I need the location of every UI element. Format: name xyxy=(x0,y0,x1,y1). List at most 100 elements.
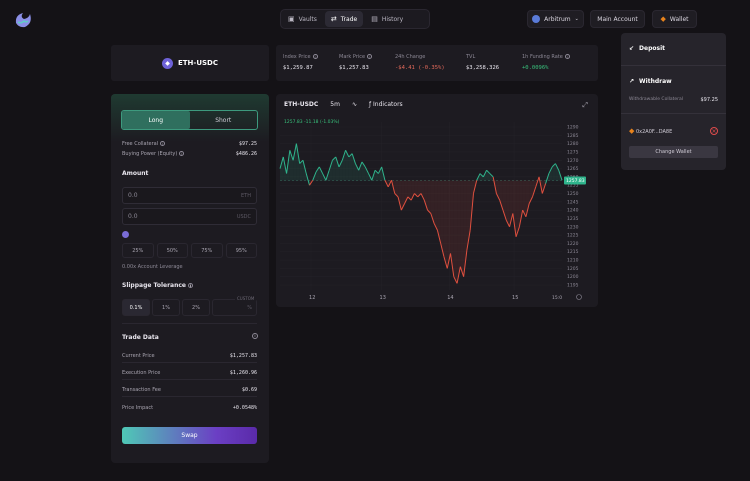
info-icon[interactable]: i xyxy=(187,283,193,288)
info-icon[interactable]: i xyxy=(312,54,318,59)
price-line-segment xyxy=(381,166,386,181)
price-line-segment xyxy=(440,243,445,257)
price-line-segment xyxy=(309,179,314,186)
x-tick-label: 13 xyxy=(380,295,386,301)
area-segment xyxy=(407,180,412,201)
amount-usdc-input[interactable]: 0.0 USDC xyxy=(122,208,257,225)
withdraw-icon: ↗ xyxy=(629,78,635,85)
percent-50-button[interactable]: 50% xyxy=(156,243,188,258)
price-line-segment xyxy=(450,253,455,277)
info-icon[interactable]: i xyxy=(367,54,373,59)
stat-label: TVL xyxy=(466,54,476,60)
tab-trade[interactable]: ⇄ Trade xyxy=(324,11,364,27)
price-line-segment xyxy=(486,169,491,174)
percent-25-button[interactable]: 25% xyxy=(122,243,154,258)
price-impact-value: +0.0548% xyxy=(232,405,257,411)
divider xyxy=(621,65,726,66)
stat-index-price: Index Price i $1,259.87 xyxy=(283,54,318,71)
market-selector[interactable]: ◆ ETH-USDC xyxy=(111,45,269,81)
price-line-segment xyxy=(541,183,547,194)
area-segment xyxy=(345,150,349,181)
account-button[interactable]: Main Account xyxy=(590,10,645,28)
area-segment xyxy=(411,180,415,201)
price-line-segment xyxy=(348,153,353,158)
info-icon[interactable]: i xyxy=(564,54,570,59)
slippage-1-button[interactable]: 1% xyxy=(152,299,180,316)
slippage-label: Slippage Tolerance xyxy=(122,282,186,289)
y-tick-label: 1215 xyxy=(567,249,579,255)
account-leverage: 0.00x Account Leverage xyxy=(122,264,183,270)
custom-unit: % xyxy=(247,304,252,311)
custom-slippage-input[interactable]: CUSTOM % xyxy=(212,296,257,316)
area-segment xyxy=(335,156,340,181)
area-segment xyxy=(480,173,484,181)
long-button[interactable]: Long xyxy=(122,111,190,129)
price-line-segment xyxy=(545,173,550,184)
withdraw-label: Withdraw xyxy=(639,78,672,85)
area-segment xyxy=(296,143,300,181)
short-button[interactable]: Short xyxy=(215,116,232,124)
info-icon[interactable]: i xyxy=(252,333,258,339)
fullscreen-icon[interactable]: ⤢ xyxy=(582,101,588,109)
withdraw-item[interactable]: ↗ Withdraw xyxy=(629,78,672,85)
price-line-segment xyxy=(292,143,297,161)
vault-icon: ▣ xyxy=(288,15,295,23)
y-tick-label: 1195 xyxy=(567,283,579,289)
percent-75-button[interactable]: 75% xyxy=(191,243,223,258)
area-segment xyxy=(522,180,526,217)
swap-button[interactable]: Swap xyxy=(122,427,257,444)
stat-label: Mark Price xyxy=(339,54,366,60)
info-icon[interactable]: i xyxy=(160,141,166,146)
info-icon[interactable]: i xyxy=(179,151,185,156)
price-line-segment xyxy=(332,156,337,161)
deposit-item[interactable]: ↙ Deposit xyxy=(629,45,665,52)
price-line-segment xyxy=(351,153,356,164)
withdrawable-value: $97.25 xyxy=(700,97,719,103)
price-line-segment xyxy=(400,203,406,211)
price-line-segment xyxy=(538,176,543,194)
indicators-button[interactable]: ƒ Indicators xyxy=(369,101,403,108)
tab-vaults[interactable]: ▣ Vaults xyxy=(282,11,323,27)
price-line-segment xyxy=(404,196,409,204)
percent-95-button[interactable]: 95% xyxy=(225,243,257,258)
y-tick-label: 1245 xyxy=(567,199,579,205)
app-logo[interactable] xyxy=(13,11,33,29)
chevron-down-icon: ⌄ xyxy=(574,16,579,22)
tab-history[interactable]: ▤ History xyxy=(365,11,409,27)
price-line-segment xyxy=(394,193,399,198)
amount-usdc-unit: USDC xyxy=(236,213,251,220)
wallet-dropdown: ↙ Deposit ↗ Withdraw Withdrawable Collater… xyxy=(621,33,726,170)
price-line-segment xyxy=(548,166,553,174)
area-segment xyxy=(502,180,507,221)
amount-eth-input[interactable]: 0.0 ETH xyxy=(122,187,257,204)
side-toggle: Long Short xyxy=(121,110,258,130)
price-line-segment xyxy=(443,256,448,269)
custom-label: CUSTOM xyxy=(235,296,257,301)
amount-eth-value: 0.0 xyxy=(128,192,138,199)
area-segment xyxy=(440,180,444,257)
price-line-segment xyxy=(325,170,330,181)
price-line-segment xyxy=(358,161,363,171)
y-tick-label: 1250 xyxy=(567,191,579,197)
slippage-0-1-button[interactable]: 0.1% xyxy=(122,299,150,316)
amount-slider-handle[interactable] xyxy=(122,231,129,238)
main-nav: ▣ Vaults ⇄ Trade ▤ History xyxy=(280,9,430,29)
disconnect-icon[interactable]: × xyxy=(710,127,718,135)
history-icon: ▤ xyxy=(371,15,378,23)
price-line-segment xyxy=(463,250,468,277)
chart-plot[interactable]: 1290128512801275127012651260125512501245… xyxy=(276,94,598,307)
area-segment xyxy=(316,166,320,181)
interval-selector[interactable]: 5m xyxy=(330,101,340,108)
free-collateral-value: $97.25 xyxy=(238,141,257,147)
trade-data-row: Current Price $1,257.83 xyxy=(122,353,257,359)
price-line-segment xyxy=(499,200,504,211)
change-wallet-button[interactable]: Change Wallet xyxy=(629,146,718,158)
chart-type-icon[interactable]: ∿ xyxy=(351,101,357,108)
market-pair: ETH-USDC xyxy=(178,59,218,67)
price-line-segment xyxy=(472,180,478,194)
chain-selector[interactable]: Arbitrum ⌄ xyxy=(527,10,584,28)
time-label: 15:0 xyxy=(552,295,562,301)
wallet-button[interactable]: ◆ Wallet xyxy=(652,10,697,28)
area-segment xyxy=(394,180,399,197)
slippage-2-button[interactable]: 2% xyxy=(182,299,210,316)
